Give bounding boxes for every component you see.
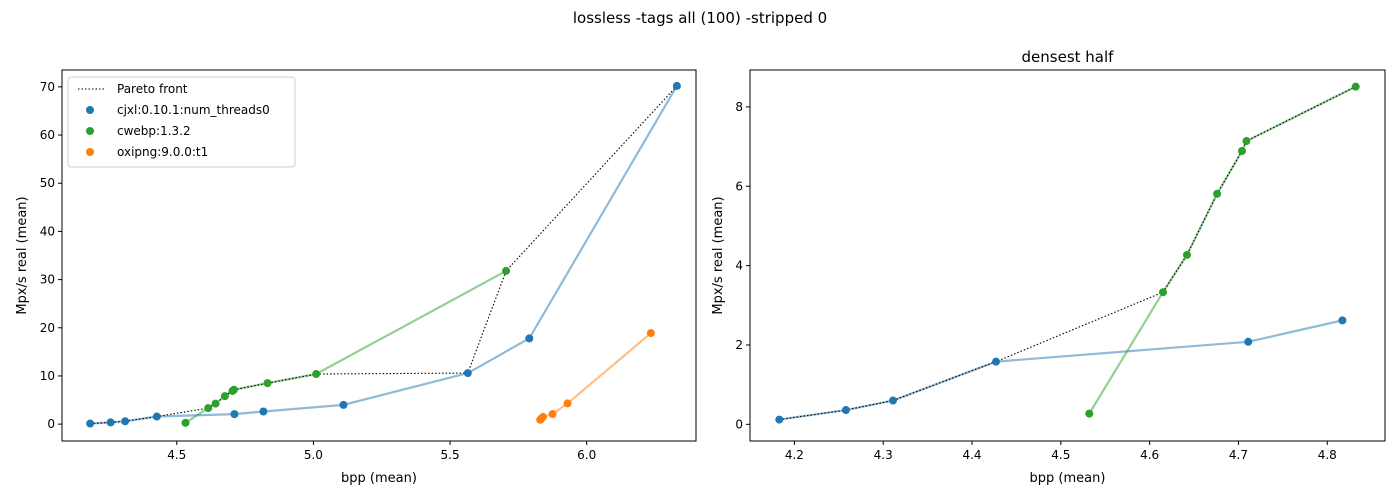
- legend-marker-cwebp: [86, 127, 94, 135]
- axes-frame: [749, 69, 1386, 442]
- x-tick-label: 5.0: [304, 448, 323, 462]
- x-tick-label: 4.8: [1318, 448, 1337, 462]
- series-line-oxipng: [539, 332, 652, 421]
- data-point-cwebp: [1242, 137, 1251, 146]
- data-point-cjxl: [86, 419, 95, 428]
- y-tick-label: 30: [40, 273, 55, 287]
- data-point-cjxl: [992, 357, 1001, 366]
- data-point-cwebp: [502, 266, 511, 275]
- y-axis-label: Mpx/s real (mean): [15, 196, 30, 314]
- y-tick-label: 40: [40, 224, 55, 238]
- x-tick-label: 4.7: [1229, 448, 1248, 462]
- x-tick-label: 6.0: [577, 448, 596, 462]
- legend-entry: oxipng:9.0.0:t1: [117, 145, 208, 159]
- data-point-cwebp: [211, 399, 220, 408]
- data-point-cjxl: [121, 417, 130, 426]
- data-point-cjxl: [888, 396, 897, 405]
- y-tick-label: 8: [735, 100, 743, 114]
- data-point-cjxl: [259, 407, 268, 416]
- data-point-cjxl: [525, 334, 534, 343]
- data-point-cjxl: [672, 81, 681, 90]
- series-line-cwebp: [184, 269, 507, 424]
- x-tick-label: 4.5: [167, 448, 186, 462]
- chart-panel-densest-half: densest half 4.2 4.3 4.4 4.5 4.6 4.7 4.8 0 2 4 6 8 bp…: [711, 48, 1386, 486]
- data-point-cjxl: [1244, 337, 1253, 346]
- series-line-cwebp: [1088, 85, 1357, 415]
- chart-title: densest half: [1022, 48, 1115, 66]
- y-tick-label: 50: [40, 176, 55, 190]
- data-point-cwebp: [220, 392, 229, 401]
- x-tick-label: 5.5: [441, 448, 460, 462]
- y-tick-label: 0: [735, 417, 743, 431]
- y-tick-label: 70: [40, 80, 55, 94]
- data-point-oxipng: [538, 412, 547, 421]
- x-tick-label: 4.3: [874, 448, 893, 462]
- data-point-cjxl: [1338, 316, 1347, 325]
- pareto-front-line: [779, 86, 1356, 421]
- data-point-cjxl: [463, 369, 472, 378]
- x-tick-label: 4.2: [785, 448, 804, 462]
- legend-entry: cjxl:0.10.1:num_threads0: [117, 103, 270, 117]
- figure-title: lossless -tags all (100) -stripped 0: [573, 9, 827, 27]
- data-point-cwebp: [1238, 146, 1247, 155]
- y-tick-label: 60: [40, 128, 55, 142]
- y-tick-label: 20: [40, 321, 55, 335]
- x-axis-label: bpp (mean): [1030, 471, 1106, 486]
- data-point-cwebp: [229, 385, 238, 394]
- data-point-cwebp: [1085, 409, 1094, 418]
- y-tick-label: 0: [47, 417, 55, 431]
- y-tick-label: 10: [40, 369, 55, 383]
- data-point-oxipng: [563, 399, 572, 408]
- legend-entry: Pareto front: [117, 82, 188, 96]
- x-tick-label: 4.4: [962, 448, 981, 462]
- legend-marker-oxipng: [86, 148, 94, 156]
- data-point-cjxl: [339, 400, 348, 409]
- data-point-cwebp: [204, 404, 213, 413]
- data-point-oxipng: [646, 329, 655, 338]
- x-tick-label: 4.5: [1051, 448, 1070, 462]
- legend-entry: cwebp:1.3.2: [117, 124, 191, 138]
- legend: Pareto front cjxl:0.10.1:num_threads0cweb…: [67, 76, 296, 168]
- x-tick-label: 4.6: [1140, 448, 1159, 462]
- y-tick-label: 4: [735, 259, 743, 273]
- series-line-cjxl: [90, 85, 678, 425]
- data-point-cwebp: [263, 379, 272, 388]
- data-point-cjxl: [106, 418, 115, 427]
- data-point-cwebp: [1182, 250, 1191, 259]
- pareto-front-line: [90, 85, 678, 425]
- data-point-cjxl: [152, 412, 161, 421]
- x-axis-label: bpp (mean): [341, 471, 417, 486]
- y-tick-label: 2: [735, 338, 743, 352]
- data-point-cwebp: [181, 418, 190, 427]
- chart-panel-all: 4.5 5.0 5.5 6.0 0 10 20 30 40 50 60 70 bpp (mean) Mpx…: [15, 69, 697, 486]
- data-point-oxipng: [548, 410, 557, 419]
- data-point-cwebp: [312, 370, 321, 379]
- data-point-cjxl: [841, 406, 850, 415]
- data-point-cjxl: [230, 410, 239, 419]
- data-point-cwebp: [1158, 288, 1167, 297]
- data-point-cwebp: [1213, 189, 1222, 198]
- data-point-cwebp: [1351, 82, 1360, 91]
- y-tick-label: 6: [735, 179, 743, 193]
- legend-box: [67, 76, 296, 168]
- data-point-cjxl: [775, 415, 784, 424]
- legend-marker-cjxl: [86, 106, 94, 114]
- y-axis-label: Mpx/s real (mean): [711, 196, 726, 314]
- axes-frame: [61, 69, 697, 442]
